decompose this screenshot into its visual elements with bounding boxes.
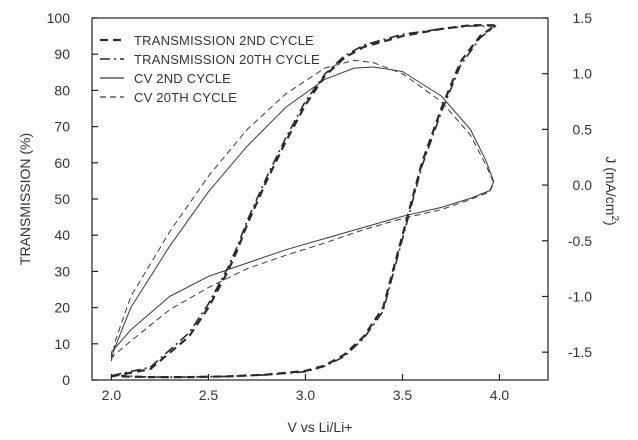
y2-axis-title-main: J (mA/cm bbox=[603, 156, 619, 215]
y-tick-label: 80 bbox=[54, 82, 70, 98]
y-tick-label: 0 bbox=[62, 372, 70, 388]
y2-axis-title-sup: 2 bbox=[609, 215, 620, 221]
legend-label: TRANSMISSION 20TH CYCLE bbox=[134, 52, 320, 67]
y2-tick-label: 1.5 bbox=[573, 10, 593, 26]
y-tick-label: 100 bbox=[47, 10, 71, 26]
y2-axis-title: J (mA/cm2) bbox=[603, 156, 620, 225]
series-line bbox=[111, 25, 497, 378]
series-line bbox=[110, 66, 495, 359]
x-axis-title: V vs Li/Li+ bbox=[288, 419, 353, 435]
y-tick-label: 90 bbox=[54, 46, 70, 62]
y-tick-label: 40 bbox=[54, 227, 70, 243]
y2-axis-title-close: ) bbox=[603, 221, 619, 226]
x-tick-label: 4.0 bbox=[490, 387, 510, 403]
y-tick-label: 20 bbox=[54, 300, 70, 316]
legend-label: TRANSMISSION 2ND CYCLE bbox=[134, 33, 314, 48]
x-tick-label: 3.5 bbox=[393, 387, 413, 403]
series-line bbox=[111, 24, 497, 379]
x-tick-label: 2.5 bbox=[199, 387, 219, 403]
y-tick-label: 50 bbox=[54, 191, 70, 207]
y2-tick-label: -1.0 bbox=[568, 288, 592, 304]
y2-tick-label: 0.5 bbox=[573, 121, 593, 137]
series-layer bbox=[110, 24, 497, 379]
legend-label: CV 2ND CYCLE bbox=[134, 71, 231, 86]
y-axis-title: TRANSMISSION (%) bbox=[17, 133, 33, 265]
y-tick-label: 70 bbox=[54, 119, 70, 135]
x-tick-label: 3.0 bbox=[296, 387, 316, 403]
legend-label: CV 20TH CYCLE bbox=[134, 90, 237, 105]
y2-tick-label: -1.5 bbox=[568, 344, 592, 360]
y2-tick-label: 0.0 bbox=[573, 177, 593, 193]
y-tick-label: 30 bbox=[54, 263, 70, 279]
y2-tick-label: 1.0 bbox=[573, 66, 593, 82]
series-line bbox=[110, 59, 495, 362]
y-tick-label: 60 bbox=[54, 155, 70, 171]
legend: TRANSMISSION 2ND CYCLE TRANSMISSION 20TH … bbox=[100, 33, 320, 105]
x-tick-label: 2.0 bbox=[102, 387, 122, 403]
y2-tick-label: -0.5 bbox=[568, 233, 592, 249]
ticks-layer: 2.0 2.5 3.0 3.5 4.0 0 10 20 30 40 50 60 70 80 90 100 -1.… bbox=[47, 10, 593, 403]
y-tick-label: 10 bbox=[54, 336, 70, 352]
